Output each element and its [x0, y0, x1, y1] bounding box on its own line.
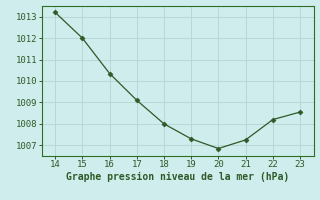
X-axis label: Graphe pression niveau de la mer (hPa): Graphe pression niveau de la mer (hPa)	[66, 172, 289, 182]
